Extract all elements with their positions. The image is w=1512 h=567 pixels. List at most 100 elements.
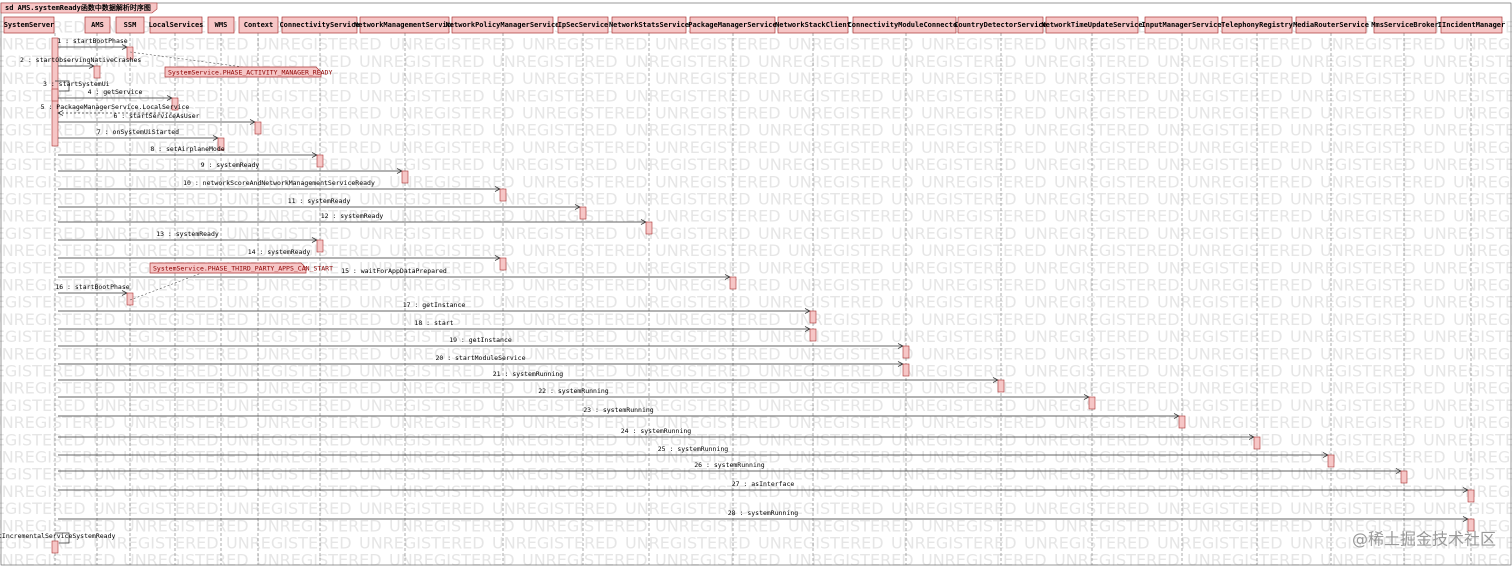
unregistered-watermark: UNREGISTERED — [1187, 35, 1313, 54]
unregistered-watermark: UNREGISTERED — [1024, 121, 1150, 140]
unregistered-watermark: UNREGISTERED — [1187, 516, 1313, 535]
unregistered-watermark: UNREGISTERED — [0, 241, 116, 260]
unregistered-watermark: UNREGISTERED — [93, 430, 219, 449]
unregistered-watermark: UNREGISTERED — [1157, 258, 1283, 277]
unregistered-watermark: UNREGISTERED — [522, 241, 648, 260]
activation — [254, 121, 262, 135]
participant-label: SSM — [124, 21, 137, 29]
unregistered-watermark: UNREGISTERED — [226, 86, 352, 105]
unregistered-watermark: UNREGISTERED — [522, 413, 648, 432]
unregistered-watermark: UNREGISTERED — [891, 499, 1017, 518]
unregistered-watermark: UNREGISTERED — [389, 104, 515, 123]
unregistered-watermark: UNREGISTERED — [389, 344, 515, 363]
unregistered-watermark: UNREGISTERED — [758, 258, 884, 277]
activation — [93, 65, 101, 79]
message-label: 16 : startBootPhase — [55, 283, 129, 291]
unregistered-watermark: UNREGISTERED — [625, 155, 751, 174]
unregistered-watermark: UNREGISTERED — [256, 138, 382, 157]
activation — [499, 257, 507, 271]
message-label: 26 : systemRunning — [694, 461, 765, 469]
unregistered-watermark: UNREGISTERED — [891, 86, 1017, 105]
unregistered-watermark: UNREGISTERED — [921, 138, 1047, 157]
unregistered-watermark: UNREGISTERED — [1320, 276, 1446, 295]
participant-label: Context — [244, 21, 274, 29]
unregistered-watermark: UNREGISTERED — [625, 327, 751, 346]
activation — [1467, 489, 1475, 503]
unregistered-watermark: UNREGISTERED — [625, 499, 751, 518]
message-label: 3 : startSystemUi — [43, 80, 110, 88]
participant-label: AMS — [91, 21, 104, 29]
unregistered-watermark: UNREGISTERED — [123, 482, 249, 501]
activation — [401, 170, 409, 184]
unregistered-watermark: UNREGISTERED — [891, 465, 1017, 484]
unregistered-watermark: UNREGISTERED — [625, 190, 751, 209]
unregistered-watermark: UNREGISTERED — [123, 344, 249, 363]
message-label: 25 : systemRunning — [658, 445, 729, 453]
participant-box — [3, 16, 55, 34]
unregistered-watermark: UNREGISTERED — [788, 104, 914, 123]
unregistered-watermark: UNREGISTERED — [891, 293, 1017, 312]
unregistered-watermark: UNREGISTERED — [93, 293, 219, 312]
unregistered-watermark: UNREGISTERED — [921, 207, 1047, 226]
message-label: 22 : systemRunning — [538, 387, 609, 395]
unregistered-watermark: UNREGISTERED — [492, 465, 618, 484]
unregistered-watermark: UNREGISTERED — [1453, 69, 1512, 88]
unregistered-watermark: UNREGISTERED — [389, 241, 515, 260]
unregistered-watermark: UNREGISTERED — [0, 379, 116, 398]
unregistered-watermark: UNREGISTERED — [1054, 379, 1180, 398]
unregistered-watermark: UNREGISTERED — [758, 86, 884, 105]
participant-box — [281, 16, 358, 34]
participant-box — [115, 16, 145, 34]
unregistered-watermark: UNREGISTERED — [0, 396, 86, 415]
unregistered-watermark: UNREGISTERED — [625, 293, 751, 312]
unregistered-watermark: UNREGISTERED — [891, 224, 1017, 243]
unregistered-watermark: UNREGISTERED — [93, 465, 219, 484]
unregistered-watermark: UNREGISTERED — [1187, 379, 1313, 398]
unregistered-watermark: UNREGISTERED — [625, 86, 751, 105]
participant-box — [238, 16, 279, 34]
unregistered-watermark: UNREGISTERED — [891, 121, 1017, 140]
activation — [316, 239, 324, 253]
unregistered-watermark: UNREGISTERED — [1423, 155, 1512, 174]
unregistered-watermark: UNREGISTERED — [389, 172, 515, 191]
unregistered-watermark: UNREGISTERED — [1187, 448, 1313, 467]
unregistered-watermark: UNREGISTERED — [226, 293, 352, 312]
unregistered-watermark: UNREGISTERED — [389, 69, 515, 88]
unregistered-watermark: UNREGISTERED — [93, 190, 219, 209]
unregistered-watermark: UNREGISTERED — [1187, 310, 1313, 329]
participant-label: IpSecService — [558, 21, 609, 29]
unregistered-watermark: UNREGISTERED — [0, 276, 116, 295]
unregistered-watermark: UNREGISTERED — [359, 86, 485, 105]
unregistered-watermark: UNREGISTERED — [1290, 190, 1416, 209]
unregistered-watermark: UNREGISTERED — [522, 276, 648, 295]
message-label: 6 : startServiceAsUser — [113, 112, 199, 120]
message-label: 17 : getInstance — [403, 301, 466, 309]
unregistered-watermark: UNREGISTERED — [492, 499, 618, 518]
unregistered-watermark: UNREGISTERED — [1054, 207, 1180, 226]
unregistered-watermark: UNREGISTERED — [1320, 551, 1446, 567]
unregistered-watermark: UNREGISTERED — [1157, 86, 1283, 105]
activation — [316, 154, 324, 168]
unregistered-watermark: UNREGISTERED — [226, 430, 352, 449]
unregistered-watermark: UNREGISTERED — [226, 52, 352, 71]
unregistered-watermark: UNREGISTERED — [655, 172, 781, 191]
participant-label: PackageManagerService — [688, 21, 777, 29]
unregistered-watermark: UNREGISTERED — [256, 104, 382, 123]
unregistered-watermark: UNREGISTERED — [625, 121, 751, 140]
unregistered-watermark: UNREGISTERED — [1157, 362, 1283, 381]
unregistered-watermark: UNREGISTERED — [93, 86, 219, 105]
unregistered-watermark: UNREGISTERED — [788, 448, 914, 467]
unregistered-watermark: UNREGISTERED — [1054, 69, 1180, 88]
unregistered-watermark: UNREGISTERED — [256, 344, 382, 363]
unregistered-watermark: UNREGISTERED — [921, 241, 1047, 260]
unregistered-watermark: UNREGISTERED — [1187, 207, 1313, 226]
activation — [1178, 415, 1186, 429]
unregistered-watermark: UNREGISTERED — [1320, 516, 1446, 535]
unregistered-watermark: UNREGISTERED — [921, 551, 1047, 567]
unregistered-watermark: UNREGISTERED — [359, 258, 485, 277]
frame-tab — [0, 2, 158, 14]
unregistered-watermark: UNREGISTERED — [758, 430, 884, 449]
activation — [51, 540, 59, 554]
unregistered-watermark: UNREGISTERED — [123, 379, 249, 398]
unregistered-watermark: UNREGISTERED — [1054, 482, 1180, 501]
